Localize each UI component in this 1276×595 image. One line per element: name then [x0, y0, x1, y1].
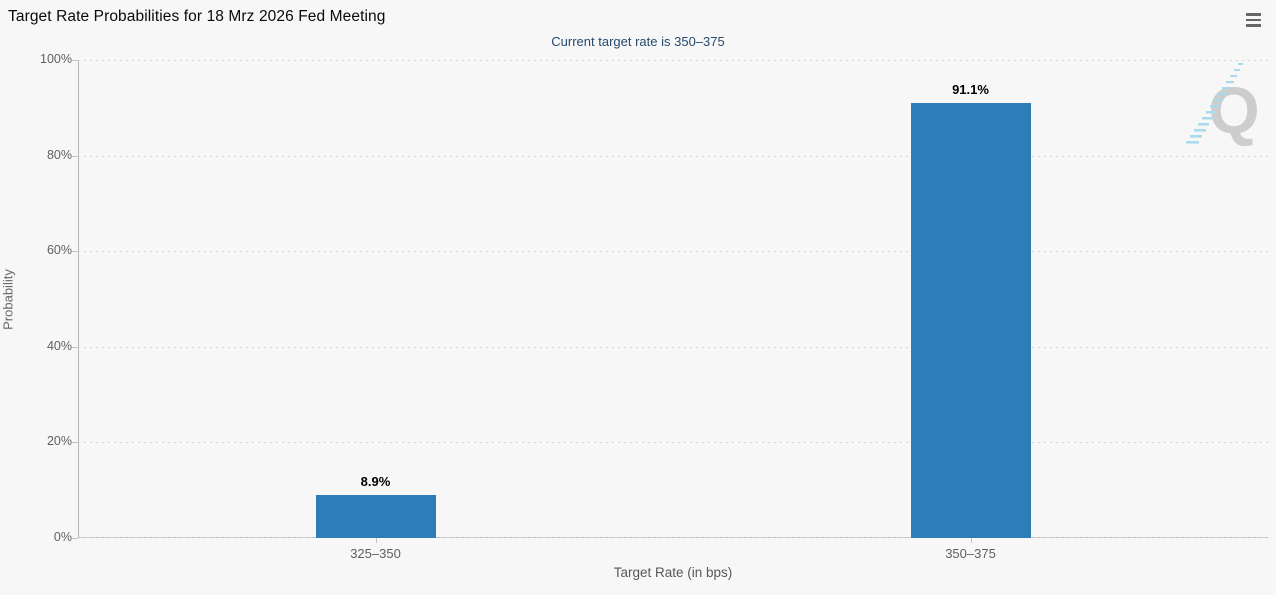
y-gridline	[78, 347, 1268, 348]
hamburger-bar	[1245, 18, 1261, 22]
svg-text:Q: Q	[1208, 73, 1259, 147]
chart-subtitle: Current target rate is 350–375	[551, 34, 725, 49]
plot-area	[78, 60, 1268, 538]
y-tick-mark	[72, 156, 78, 157]
x-tick-mark	[971, 538, 972, 543]
y-tick-mark	[72, 442, 78, 443]
x-axis-line	[78, 537, 1268, 538]
x-tick-label: 350–375	[945, 546, 996, 561]
y-tick-mark	[72, 347, 78, 348]
y-tick-label: 80%	[46, 148, 72, 162]
y-tick-label: 20%	[46, 434, 72, 448]
chart-title: Target Rate Probabilities for 18 Mrz 202…	[8, 8, 386, 25]
x-tick-mark	[376, 538, 377, 543]
y-tick-mark	[72, 538, 78, 539]
y-gridline	[78, 251, 1268, 252]
bar-value-label: 8.9%	[360, 474, 391, 489]
y-tick-mark	[72, 60, 78, 61]
x-axis-title: Target Rate (in bps)	[613, 565, 733, 580]
y-axis-line	[78, 60, 79, 538]
y-axis-title: Probability	[0, 269, 16, 330]
y-tick-label: 60%	[46, 243, 72, 257]
probability-bar[interactable]	[316, 495, 436, 538]
y-tick-mark	[72, 251, 78, 252]
y-gridline	[78, 60, 1268, 61]
y-tick-label: 100%	[40, 52, 72, 66]
hamburger-bar	[1245, 13, 1261, 16]
x-tick-label: 325–350	[350, 546, 401, 561]
y-gridline	[78, 156, 1268, 157]
y-tick-label: 40%	[46, 339, 72, 353]
quandl-q-watermark-icon: Q	[1186, 63, 1260, 147]
hamburger-bar	[1245, 24, 1261, 27]
bar-value-label: 91.1%	[952, 82, 989, 97]
y-gridline	[78, 442, 1268, 443]
probability-bar[interactable]	[911, 103, 1031, 538]
hamburger-menu-icon[interactable]	[1242, 9, 1264, 31]
y-tick-label: 0%	[53, 530, 72, 544]
